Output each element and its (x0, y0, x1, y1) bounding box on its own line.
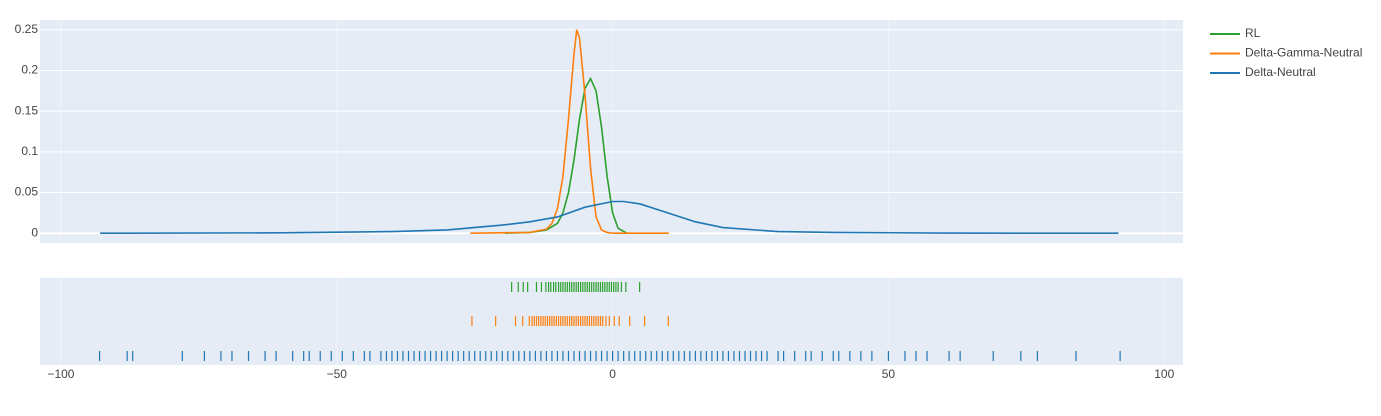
legend-label: Delta-Gamma-Neutral (1245, 46, 1362, 60)
density-line (470, 29, 669, 235)
y-tick-label: 0.05 (15, 185, 39, 199)
y-tick-label: 0.1 (21, 144, 38, 158)
x-tick-label: 50 (882, 367, 896, 381)
legend-label: Delta-Neutral (1245, 65, 1316, 79)
y-tick-label: 0.15 (15, 103, 39, 117)
x-tick-label: −50 (327, 367, 348, 381)
density-line (505, 76, 628, 235)
x-tick-label: −100 (47, 367, 74, 381)
y-tick-label: 0.2 (21, 63, 38, 77)
x-tick-label: 100 (1154, 367, 1174, 381)
rug-background (40, 278, 1183, 365)
x-tick-label: 0 (609, 367, 616, 381)
y-tick-label: 0.25 (15, 22, 39, 36)
density-line (100, 200, 1119, 235)
legend-label: RL (1245, 26, 1261, 40)
y-tick-label: 0 (31, 225, 38, 239)
